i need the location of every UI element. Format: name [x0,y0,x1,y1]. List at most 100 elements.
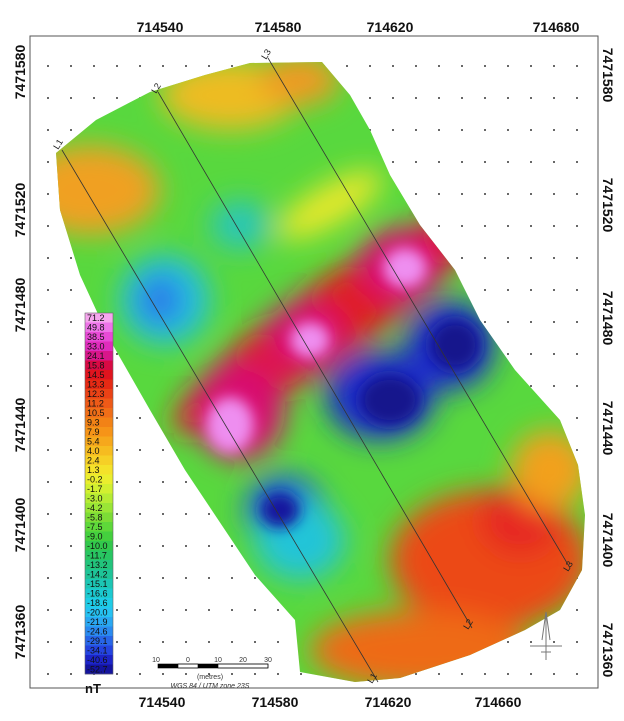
legend-value: -13.2 [87,560,108,570]
legend-value: 14.5 [87,370,105,380]
legend-value: 2.4 [87,456,100,466]
legend-swatch [85,598,113,608]
scale-projection: WGS 84 / UTM zone 23S [171,683,250,690]
legend-value: -16.6 [87,589,108,599]
legend-swatch [85,455,113,466]
legend-swatch [85,322,113,333]
legend-value: -40.6 [87,655,108,665]
legend-swatch [85,408,113,418]
legend-swatch [85,655,113,665]
survey-lines [61,57,571,683]
right-axis-label: 7471480 [600,291,616,346]
legend-swatch [85,351,113,361]
legend-swatch [85,522,113,532]
bottom-axis-label: 714540 [139,694,186,710]
line-label-l3-top: L3 [259,47,273,61]
scale-tick: 30 [264,657,272,664]
top-axis-label: 714680 [533,19,580,35]
line-label-l1-top: L1 [51,137,65,151]
left-axis-label: 7471580 [12,45,28,100]
right-axis-label: 7471360 [600,623,616,678]
scale-tick: 20 [239,657,247,664]
legend-swatch [85,636,113,646]
legend-value: -29.1 [87,636,108,646]
line-label-l2-top: L2 [149,81,163,95]
legend-value: -5.8 [87,513,103,523]
left-axis-label: 7471400 [12,498,28,553]
top-axis-label: 714540 [137,19,184,35]
left-axis-label: 7471360 [12,605,28,660]
scale-unit: (metres) [197,674,223,681]
top-axis-label: 714620 [367,19,414,35]
bottom-axis-label: 714620 [365,694,412,710]
bottom-axis-label: 714660 [475,694,522,710]
legend-value: -24.6 [87,627,108,637]
legend-value: -21.9 [87,617,108,627]
legend-value: 7.9 [87,427,100,437]
legend-border [84,312,114,675]
legend-swatch [85,313,113,323]
legend-swatch [85,417,113,428]
legend-swatch [85,541,113,551]
legend-swatch [85,579,113,589]
legend-swatch [85,446,113,456]
legend-value: 15.8 [87,361,105,371]
left-axis-label: 7471440 [12,398,28,453]
top-axis-label: 714580 [255,19,302,35]
legend-value: 12.3 [87,389,105,399]
scale-tick: 10 [214,657,222,664]
legend-swatch [85,617,113,627]
legend-swatch [85,465,113,475]
legend-swatch [85,607,113,618]
right-axis-label: 7471440 [600,401,616,456]
legend-swatch [85,588,113,599]
legend-swatch [85,389,113,399]
bottom-axis-label: 714580 [252,694,299,710]
legend-value: 49.8 [87,323,105,333]
legend-value: -18.6 [87,598,108,608]
legend-value: -11.7 [87,551,107,561]
right-axis-label: 7471400 [600,513,616,568]
legend-value: 13.3 [87,380,105,390]
legend-swatch [85,645,113,656]
legend-value: -52.7 [87,665,108,675]
color-legend: 71.249.838.533.024.115.814.513.312.311.2… [84,312,114,675]
right-axis-label: 7471580 [600,48,616,103]
north-arrow-icon [530,611,562,660]
scale-tick: 0 [186,657,190,664]
survey-line-l2 [157,91,473,629]
legend-swatch [85,560,113,570]
legend-value: 38.5 [87,332,105,342]
legend-swatch [85,332,113,342]
survey-line-l3 [267,57,571,569]
legend-value: -34.1 [87,646,108,656]
left-axis-label: 7471480 [12,278,28,333]
legend-value: 5.4 [87,437,100,447]
line-label-l1-bottom: L1 [365,671,379,685]
legend-swatch [85,370,113,380]
legend-value: -7.5 [87,522,103,532]
legend-value: 1.3 [87,465,100,475]
legend-swatch [85,379,113,390]
line-label-l2-bottom: L2 [461,617,475,631]
line-label-l3-bottom: L3 [561,559,575,573]
legend-value: 9.3 [87,418,100,428]
legend-value: 4.0 [87,446,100,456]
legend-value: -4.2 [87,503,103,513]
legend-value: 33.0 [87,342,105,352]
legend-value: 71.2 [87,313,105,323]
legend-value: 10.5 [87,408,105,418]
legend-swatch [85,493,113,504]
legend-value: -3.0 [87,494,103,504]
legend-swatch [85,569,113,580]
legend-swatch [85,503,113,513]
legend-value: -14.2 [87,570,108,580]
legend-swatch [85,436,113,447]
legend-value: -1.7 [87,484,103,494]
right-axis-label: 7471520 [600,178,616,233]
legend-value: -0.2 [87,475,103,485]
legend-value: 11.2 [87,399,104,409]
legend-swatch [85,626,113,637]
